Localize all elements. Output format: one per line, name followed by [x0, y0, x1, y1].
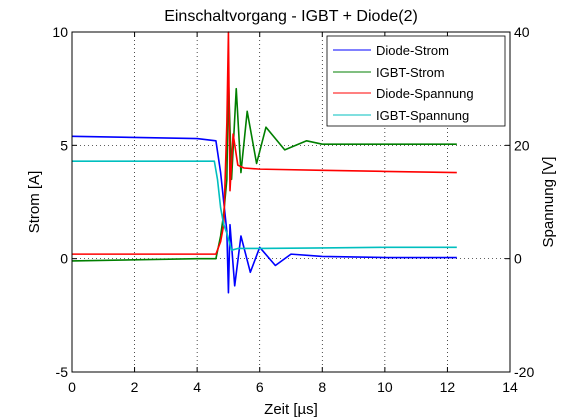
- x-tick-labels: 0 2 4 6 8 10 12 14: [68, 379, 518, 395]
- y-right-tick-labels: -20 0 20 40: [514, 24, 534, 380]
- y-left-tick-label: 10: [52, 24, 68, 40]
- y-right-axis-label: Spannung [V]: [540, 157, 557, 248]
- x-axis-label: Zeit [µs]: [264, 401, 318, 418]
- x-tick-label: 8: [318, 379, 326, 395]
- legend-label-igbt-strom: IGBT-Strom: [376, 65, 445, 80]
- x-tick-label: 14: [502, 379, 518, 395]
- y-right-tick-label: 40: [514, 24, 530, 40]
- legend-label-igbt-spannung: IGBT-Spannung: [376, 108, 469, 123]
- chart-title: Einschaltvorgang - IGBT + Diode(2): [164, 8, 418, 25]
- y-right-tick-label: 20: [514, 137, 530, 153]
- x-tick-label: 0: [68, 379, 76, 395]
- y-left-tick-label: 0: [60, 251, 68, 267]
- y-right-tick-label: -20: [514, 364, 534, 380]
- x-tick-label: 4: [193, 379, 201, 395]
- y-left-axis-label: Strom [A]: [26, 171, 43, 234]
- series-layer: [71, 31, 457, 294]
- plot-frame: [71, 31, 511, 373]
- tick-marks: [71, 31, 511, 373]
- y-left-tick-labels: -5 0 5 10: [52, 24, 68, 380]
- series-line-0: [71, 135, 457, 294]
- series-line-2: [72, 31, 457, 255]
- legend-label-diode-spannung: Diode-Spannung: [376, 86, 474, 101]
- series-line-1: [71, 76, 457, 262]
- y-left-tick-label: 5: [60, 137, 68, 153]
- series-line-3: [72, 160, 457, 251]
- x-tick-label: 6: [256, 379, 264, 395]
- legend-label-diode-strom: Diode-Strom: [376, 43, 449, 58]
- x-tick-label: 10: [377, 379, 393, 395]
- x-tick-label: 12: [440, 379, 456, 395]
- legend: Diode-Strom IGBT-Strom Diode-Spannung IG…: [326, 35, 506, 127]
- x-tick-label: 2: [131, 379, 139, 395]
- y-right-tick-label: 0: [514, 251, 522, 267]
- legend-box: [326, 35, 506, 127]
- y-left-tick-label: -5: [56, 364, 69, 380]
